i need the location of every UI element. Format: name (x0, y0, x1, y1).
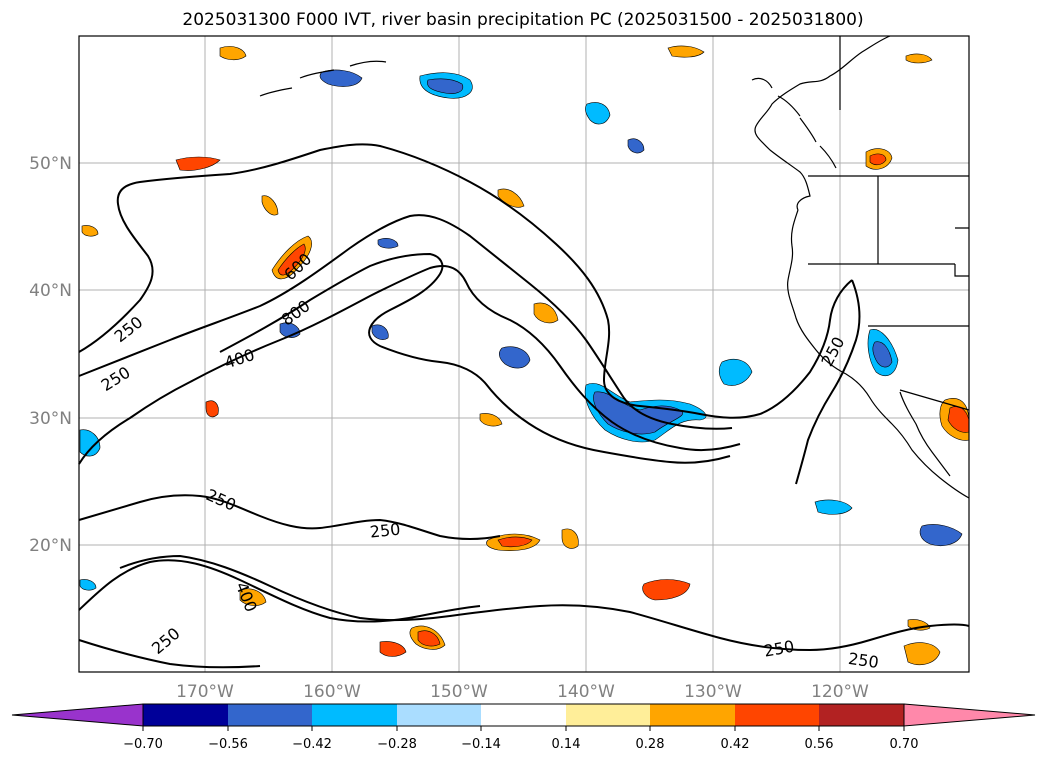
map-frame (78, 35, 970, 673)
state-border (808, 175, 970, 411)
precip-patch-neg (718, 359, 753, 386)
colorbar-ticks (142, 726, 905, 731)
coastline-canada (754, 35, 891, 211)
precip-patch-neg (499, 346, 531, 369)
map-panel: 250 250 400 800 600 250 400 250 250 250 … (78, 35, 970, 673)
precip-patch-pos (642, 579, 691, 601)
precip-patch-neg (872, 341, 893, 368)
colorbar-tick-label: −0.42 (292, 737, 332, 752)
precip-patch-pos (81, 225, 99, 237)
coastline-us-west (787, 209, 970, 499)
precip-patch-neg (585, 102, 611, 125)
latitude-labels: 50°N 40°N 30°N 20°N (29, 154, 72, 556)
colorbar-extend-right (903, 703, 1036, 727)
precip-patch-pos (533, 302, 559, 324)
precip-patch-pos (417, 630, 441, 647)
colorbar-segment (312, 704, 397, 726)
precip-patch-pos (219, 46, 247, 61)
precip-patch-pos (667, 45, 705, 58)
colorbar-segment (650, 704, 735, 726)
ivt-contour-south-250c (78, 639, 261, 669)
precip-patch-pos (905, 53, 933, 64)
ivt-contour-inner (219, 252, 731, 464)
colorbar-segment (481, 704, 566, 726)
colorbar-tick-label: 0.14 (552, 737, 581, 752)
lon-label: 120°W (811, 682, 869, 702)
colorbar-segment (397, 704, 481, 726)
contour-label: 250 (369, 520, 401, 542)
precip-patch-pos (379, 641, 407, 657)
precip-patch-pos (261, 195, 279, 216)
longitude-labels: 170°W 160°W 150°W 140°W 130°W 120°W (176, 682, 869, 702)
lon-label: 170°W (176, 682, 234, 702)
colorbar-tick-label: −0.14 (461, 737, 501, 752)
colorbar-extend-left (11, 703, 144, 727)
precip-patch-pos (277, 243, 306, 276)
precip-patch-neg (371, 324, 389, 340)
colorbar: −0.70 −0.56 −0.42 −0.28 −0.14 0.14 0.28 … (11, 703, 1036, 752)
ivt-contour-800 (78, 264, 741, 465)
colorbar-tick-label: −0.56 (208, 737, 248, 752)
precip-patch-pos (903, 642, 941, 665)
ivt-contour-coast (795, 279, 861, 485)
colorbar-segment (819, 704, 904, 726)
precip-patch-pos (497, 536, 533, 548)
lon-label: 130°W (684, 682, 742, 702)
precip-patch-pos (869, 153, 887, 166)
ivt-contours (78, 143, 970, 669)
map-title: 2025031300 F000 IVT, river basin precipi… (182, 10, 863, 30)
ivt-contour-400 (78, 214, 733, 430)
colorbar-frame (142, 703, 905, 727)
contour-label: 250 (847, 649, 880, 672)
coastlines (259, 35, 970, 499)
gridlines (79, 36, 969, 672)
colorbar-tick-label: −0.70 (123, 737, 163, 752)
ivt-contour-250 (78, 143, 853, 419)
colorbar-tick-label: −0.28 (377, 737, 417, 752)
lat-label: 30°N (29, 409, 72, 429)
colorbar-segment (566, 704, 650, 726)
lon-label: 140°W (557, 682, 615, 702)
precip-patch-neg (79, 579, 97, 591)
colorbar-tick-label: 0.56 (805, 737, 834, 752)
precip-patch-pos (479, 413, 503, 427)
colorbar-tick-label: 0.70 (890, 737, 919, 752)
precip-patch-neg (377, 238, 399, 249)
precip-patch-pos (205, 400, 219, 418)
lat-label: 40°N (29, 281, 72, 301)
precip-patch-neg (427, 78, 464, 94)
coastline-baja (899, 391, 951, 477)
precip-patch-neg (814, 499, 853, 515)
precip-patch-neg (627, 138, 645, 154)
colorbar-tick-label: 0.28 (636, 737, 665, 752)
coast-detail (751, 77, 837, 169)
colorbar-segment (143, 704, 228, 726)
precip-patch-neg (79, 429, 101, 457)
lon-label: 160°W (303, 682, 361, 702)
colorbar-segment (228, 704, 312, 726)
lat-label: 20°N (29, 536, 72, 556)
lon-label: 150°W (430, 682, 488, 702)
precip-patch-pos (561, 528, 579, 549)
precip-patch-neg (319, 69, 363, 87)
ivt-contour-south-250 (78, 494, 501, 540)
coastline-aleutians (259, 60, 387, 97)
ivt-contour-south-400 (78, 559, 481, 623)
lat-label: 50°N (29, 154, 72, 174)
precip-patch-neg (919, 524, 963, 546)
colorbar-tick-label: 0.42 (721, 737, 750, 752)
precip-patch-pos (175, 156, 221, 171)
ivt-contour-south-250b (119, 554, 970, 652)
precip-patch-pos (239, 588, 267, 606)
colorbar-segment (735, 704, 819, 726)
